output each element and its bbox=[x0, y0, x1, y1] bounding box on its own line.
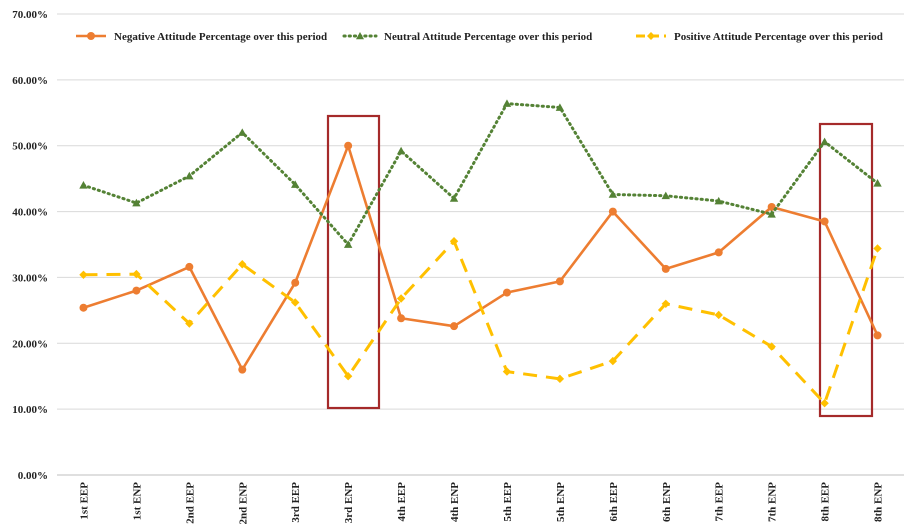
data-point bbox=[873, 244, 882, 253]
y-axis-tick-labels: 0.00% 10.00% 20.00% 30.00% 40.00% 50.00% 60.00… bbox=[12, 9, 48, 482]
data-point bbox=[873, 179, 882, 187]
data-point bbox=[238, 260, 247, 269]
y-tick-label: 0.00% bbox=[18, 470, 48, 482]
x-tick-label: 2nd EEP bbox=[184, 482, 196, 524]
data-series bbox=[79, 99, 882, 408]
data-point bbox=[714, 248, 723, 257]
x-tick-label: 5th EEP bbox=[502, 482, 514, 522]
highlight-box bbox=[326, 114, 381, 410]
data-point bbox=[79, 181, 88, 189]
data-point bbox=[608, 190, 618, 198]
data-point bbox=[450, 322, 459, 331]
legend-label: Neutral Attitude Percentage over this pe… bbox=[384, 31, 592, 43]
data-point bbox=[502, 367, 512, 376]
data-point bbox=[608, 356, 618, 366]
data-point bbox=[661, 299, 670, 308]
data-point bbox=[555, 103, 565, 111]
data-point bbox=[502, 99, 512, 107]
legend-item: Positive Attitude Percentage over this p… bbox=[636, 31, 883, 43]
x-tick-label: 5th ENP bbox=[555, 482, 567, 522]
gridlines bbox=[57, 13, 904, 476]
legend-item: Neutral Attitude Percentage over this pe… bbox=[342, 31, 592, 43]
data-point bbox=[185, 319, 194, 328]
data-point bbox=[555, 374, 565, 384]
data-point bbox=[714, 310, 723, 320]
y-tick-label: 60.00% bbox=[12, 75, 48, 87]
data-point bbox=[661, 264, 670, 273]
data-point bbox=[449, 194, 459, 202]
x-tick-label: 3rd EEP bbox=[290, 482, 302, 523]
data-point bbox=[291, 298, 300, 307]
data-point bbox=[396, 146, 406, 155]
data-point bbox=[820, 399, 829, 408]
data-point bbox=[767, 202, 776, 211]
data-point bbox=[343, 240, 353, 248]
data-point bbox=[132, 286, 141, 295]
series-dotted bbox=[79, 99, 882, 248]
x-tick-label: 4th ENP bbox=[449, 482, 461, 522]
x-tick-label: 1st EEP bbox=[78, 482, 90, 520]
data-point bbox=[647, 32, 655, 40]
legend-label: Positive Attitude Percentage over this p… bbox=[674, 31, 883, 43]
data-point bbox=[238, 365, 247, 374]
x-tick-label: 1st ENP bbox=[131, 482, 143, 520]
data-point bbox=[356, 32, 364, 40]
data-point bbox=[767, 342, 776, 351]
data-point bbox=[79, 270, 88, 279]
x-tick-label: 2nd ENP bbox=[237, 482, 249, 525]
x-tick-label: 3rd ENP bbox=[343, 482, 355, 524]
highlight-box bbox=[818, 122, 874, 418]
series-line bbox=[83, 239, 879, 405]
x-tick-label: 6th EEP bbox=[608, 482, 620, 522]
x-axis-tick-labels: 1st EEP 1st ENP 2nd EEP 2nd ENP 3rd EEP 3rd E… bbox=[78, 482, 884, 525]
data-point bbox=[291, 278, 300, 287]
data-point bbox=[555, 277, 564, 286]
series-line bbox=[83, 144, 879, 371]
data-point bbox=[608, 207, 617, 216]
data-point bbox=[767, 210, 776, 218]
data-point bbox=[502, 288, 511, 297]
data-point bbox=[397, 314, 406, 323]
data-point bbox=[132, 269, 141, 279]
x-tick-label: 6th ENP bbox=[661, 482, 673, 522]
legend-label: Negative Attitude Percentage over this p… bbox=[114, 31, 327, 43]
y-tick-label: 70.00% bbox=[12, 9, 48, 21]
data-point bbox=[449, 237, 459, 246]
series-line bbox=[81, 102, 880, 246]
data-point bbox=[820, 137, 829, 146]
y-tick-label: 10.00% bbox=[12, 404, 48, 416]
x-tick-label: 7th EEP bbox=[714, 482, 726, 522]
x-tick-label: 4th EEP bbox=[396, 482, 408, 522]
data-point bbox=[661, 191, 670, 200]
legend: Negative Attitude Percentage over this p… bbox=[76, 31, 883, 43]
y-tick-label: 30.00% bbox=[12, 272, 48, 284]
highlight-boxes bbox=[326, 114, 874, 418]
legend-item: Negative Attitude Percentage over this p… bbox=[76, 31, 327, 43]
data-point bbox=[820, 217, 829, 226]
data-point bbox=[132, 198, 141, 207]
data-point bbox=[238, 128, 247, 136]
data-point bbox=[344, 141, 353, 150]
data-point bbox=[291, 180, 300, 188]
series-solid bbox=[79, 141, 882, 374]
data-point bbox=[79, 303, 88, 312]
data-point bbox=[396, 294, 406, 303]
data-point bbox=[185, 262, 194, 271]
data-point bbox=[714, 196, 723, 205]
x-tick-label: 8th ENP bbox=[873, 482, 885, 522]
y-tick-label: 20.00% bbox=[12, 338, 48, 350]
x-tick-label: 7th ENP bbox=[767, 482, 779, 522]
data-point bbox=[185, 171, 194, 180]
y-tick-label: 50.00% bbox=[12, 141, 48, 153]
y-tick-label: 40.00% bbox=[12, 207, 48, 219]
data-point bbox=[87, 32, 95, 40]
data-point bbox=[873, 331, 882, 340]
x-tick-label: 8th EEP bbox=[820, 482, 832, 522]
series-dashed bbox=[79, 237, 882, 408]
data-point bbox=[343, 372, 353, 381]
